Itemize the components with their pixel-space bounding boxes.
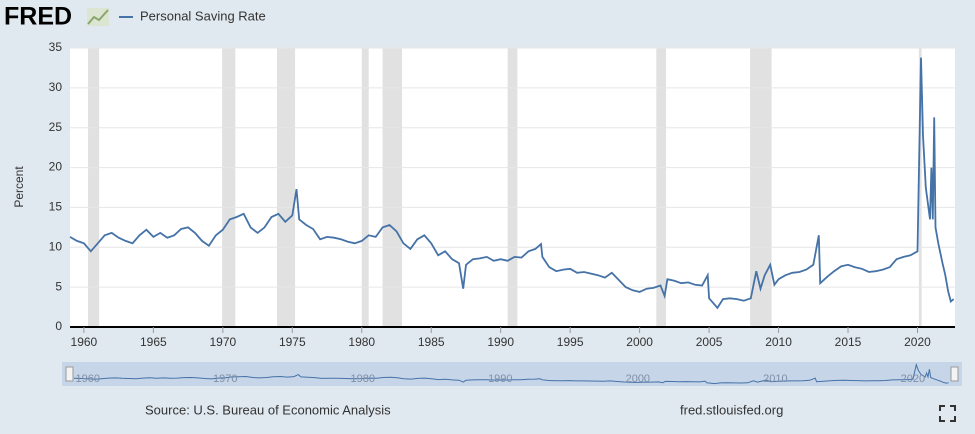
- logo-icon: [87, 8, 109, 26]
- recession-band: [656, 48, 667, 327]
- navigator-tick-label: 1990: [488, 373, 512, 385]
- x-tick-label: 1960: [71, 335, 98, 349]
- navigator-tick-label: 1960: [76, 373, 100, 385]
- recession-band: [507, 48, 518, 327]
- y-tick-label: 0: [55, 319, 62, 333]
- x-tick-label: 1980: [348, 335, 375, 349]
- recession-band: [918, 48, 922, 327]
- logo: FRED: [4, 3, 72, 31]
- x-tick-label: 1965: [140, 335, 167, 349]
- recession-band: [382, 48, 403, 327]
- x-tick-label: 2000: [626, 335, 653, 349]
- navigator-line: [73, 362, 949, 385]
- x-tick-label: 2015: [835, 335, 862, 349]
- y-axis-label: Percent: [12, 166, 26, 208]
- fullscreen-icon[interactable]: [939, 405, 956, 422]
- navigator-tick-label: 2000: [626, 373, 650, 385]
- x-tick-label: 1990: [487, 335, 514, 349]
- x-tick-label: 1970: [209, 335, 236, 349]
- y-tick-label: 5: [55, 279, 62, 293]
- navigator-tick-label: 2010: [763, 373, 787, 385]
- navigator[interactable]: [62, 362, 962, 386]
- y-tick-label: 25: [49, 120, 63, 134]
- navigator-handle[interactable]: [950, 366, 959, 382]
- recession-band: [277, 48, 296, 327]
- x-tick-label: 1995: [557, 335, 584, 349]
- navigator-handle[interactable]: [65, 366, 74, 382]
- y-tick-label: 10: [49, 239, 63, 253]
- navigator-tick-label: 1980: [351, 373, 375, 385]
- x-tick-label: 2020: [904, 335, 931, 349]
- source: Source: U.S. Bureau of Economic Analysis: [145, 402, 391, 417]
- x-tick-label: 2005: [696, 335, 723, 349]
- recession-band: [750, 48, 772, 327]
- x-tick-label: 2010: [765, 335, 792, 349]
- navigator-tick-label: 2020: [901, 373, 925, 385]
- series-line: [69, 57, 955, 310]
- y-tick-label: 15: [49, 200, 63, 214]
- recession-band: [88, 48, 100, 327]
- x-tick-label: 1985: [418, 335, 445, 349]
- y-tick-label: 20: [49, 160, 63, 174]
- navigator-tick-label: 1970: [213, 373, 237, 385]
- recession-band: [222, 48, 236, 327]
- site[interactable]: fred.stlouisfed.org: [680, 402, 783, 417]
- y-tick-label: 35: [49, 40, 63, 54]
- y-tick-label: 30: [49, 80, 63, 94]
- recession-band: [361, 48, 369, 327]
- legend-label[interactable]: Personal Saving Rate: [140, 8, 266, 23]
- x-tick-label: 1975: [279, 335, 306, 349]
